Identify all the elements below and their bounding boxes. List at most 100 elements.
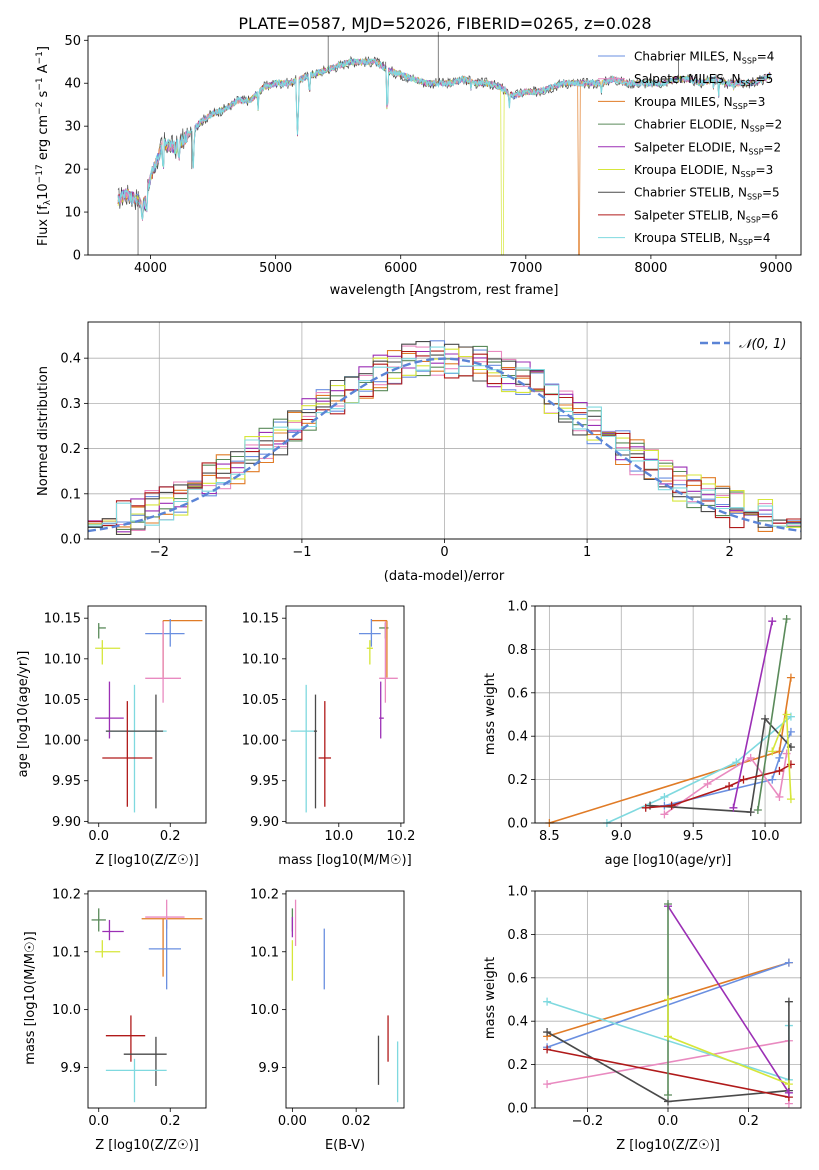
x-tick-label: 10.2 [386,829,415,844]
weight-marker-chabrier_stelib [746,808,755,817]
weight-marker-kroupa_elodie [784,1080,793,1089]
weight-marker-chabrier_miles [775,753,784,762]
mass-vs-extinction-panel: 0.00 0.02 9.9 10.0 10.1 10.2 [250,887,405,1129]
spectrum-line-kroupa_elodie [117,58,771,256]
x-tick-label: −0.2 [572,1114,604,1129]
weight-marker-salpeter_stelib [725,782,734,791]
weight-line-salpeter_elodie [732,621,773,808]
weight-marker-kroupa_elodie [768,747,777,756]
x-tick-label: 0.2 [738,1114,759,1129]
axes-frame [87,321,802,540]
weight-marker-kroupa_stelib [660,792,669,801]
weight-marker-salpeter_miles [703,779,712,788]
weight-marker-salpeter_miles [775,792,784,801]
weight-marker-chabrier_stelib [761,714,770,723]
y-tick-label: 9.95 [52,774,81,789]
x-tick-label: −1 [292,545,311,560]
mass-vs-metallicity-panel: 0.0 0.2 9.9 10.0 10.1 10.2 [52,887,207,1129]
y-tick-label: 50 [64,34,81,49]
y-tick-label: 0.2 [60,442,81,457]
residuals-x-axis-label: (data-model)/error [384,569,505,584]
weight-marker-chabrier_stelib [784,997,793,1006]
axes-frame [87,605,207,824]
x-tick-label: 0.02 [342,1114,371,1129]
legend-label-salpeter_stelib: Salpeter STELIB, NSSP=6 [634,208,778,224]
y-tick-label: 0.3 [60,397,81,412]
weight-marker-chabrier_elodie [664,900,672,909]
legend-label-gaussian: 𝒩(0, 1) [739,337,786,352]
weight-marker-salpeter_stelib [543,1045,552,1054]
x-tick-label: 9.0 [611,829,632,844]
weight-marker-kroupa_elodie [664,1032,672,1041]
y-tick-label: 0.4 [507,730,528,745]
x-tick-label: 1 [583,545,591,560]
y-tick-label: 10.2 [52,887,81,902]
weight-marker-salpeter_stelib [641,803,650,812]
weight-line-salpeter_stelib [645,763,792,809]
age-vs-mass-panel: 10.0 10.2 9.90 9.95 10.00 10.05 10.10 10.15 [242,605,415,844]
weight-line-kroupa_miles [549,677,792,824]
axes-frame [285,605,405,824]
y-tick-label: 1.0 [507,600,528,615]
residuals-panel: −2 −1 0 1 2 0.0 0.1 0.2 0.3 0.4 𝒩(0, 1) [60,321,802,560]
y-tick-label: 9.95 [250,774,279,789]
y-tick-label: 0 [73,249,81,264]
legend-label-kroupa_elodie: Kroupa ELODIE, NSSP=3 [634,163,773,179]
weight-marker-chabrier_stelib [543,1028,552,1037]
x-tick-label: −2 [150,545,169,560]
histogram-kroupa_stelib [88,346,801,527]
weight-marker-chabrier_miles [784,958,793,967]
x-tick-label: 7000 [509,261,542,276]
y-tick-label: 30 [64,120,81,135]
weight-marker-chabrier_elodie [753,805,762,814]
y-tick-label: 10.05 [242,693,279,708]
legend-label-chabrier_stelib: Chabrier STELIB, NSSP=5 [634,186,780,202]
weight-marker-kroupa_stelib [786,712,795,721]
y-tick-label: 10.05 [44,693,81,708]
x-tick-label: 0.2 [160,829,181,844]
weight-line-chabrier_elodie [757,618,788,811]
mass-vs-metallicity-x-axis-label: Z [log10(Z/Z☉)] [95,1138,199,1153]
weight-line-salpeter_elodie [667,905,790,1094]
weight-marker-salpeter_miles [660,810,669,819]
y-tick-label: 9.9 [258,1061,279,1076]
x-tick-label: 6000 [384,261,417,276]
weight-marker-salpeter_miles [746,753,755,762]
x-tick-label: 8.5 [539,829,560,844]
legend-label-salpeter_miles: Salpeter MILES, NSSP=5 [634,72,773,88]
axes-frame [87,890,207,1109]
legend-label-salpeter_elodie: Salpeter ELODIE, NSSP=2 [634,140,781,156]
weight-marker-salpeter_elodie [784,1088,793,1097]
weight-marker-kroupa_elodie [664,995,672,1004]
legend-label-kroupa_stelib: Kroupa STELIB, NSSP=4 [634,231,771,247]
axes-frame [534,605,802,824]
y-tick-label: 10.15 [242,612,279,627]
weight-marker-kroupa_miles [786,673,795,682]
weight-marker-kroupa_stelib [732,758,741,767]
weight-line-kroupa_elodie [667,999,790,1085]
x-tick-label: 0.0 [88,1114,109,1129]
y-tick-label: 0.4 [60,352,81,367]
x-tick-label: 0.0 [658,1114,679,1129]
gaussian-curve [87,357,802,533]
y-tick-label: 9.9 [60,1061,81,1076]
age-vs-metallicity-x-axis-label: Z [log10(Z/Z☉)] [95,853,199,868]
y-tick-label: 0.1 [60,487,81,502]
spectrum-line-kroupa_stelib [117,57,771,220]
spectrum-line-kroupa_miles [117,58,771,256]
x-tick-label: 2 [726,545,734,560]
axes-frame [534,890,802,1109]
y-tick-label: 0.6 [507,971,528,986]
x-tick-label: 5000 [259,261,292,276]
age-vs-metallicity-panel: 0.0 0.2 9.90 9.95 10.00 10.05 10.10 10.15 [44,605,207,844]
weight-marker-salpeter_stelib [739,775,748,784]
y-tick-label: 10.00 [44,734,81,749]
y-tick-label: 40 [64,77,81,92]
weight-marker-kroupa_elodie [782,710,791,719]
weight-marker-kroupa_elodie [786,795,795,804]
weight-line-salpeter_miles [663,753,788,815]
weight-marker-salpeter_elodie [768,617,777,626]
y-tick-label: 0.8 [507,928,528,943]
mass-vs-metallicity-y-axis-label: mass [log10(M/M☉)] [23,931,38,1064]
x-tick-label: 10.0 [751,829,780,844]
